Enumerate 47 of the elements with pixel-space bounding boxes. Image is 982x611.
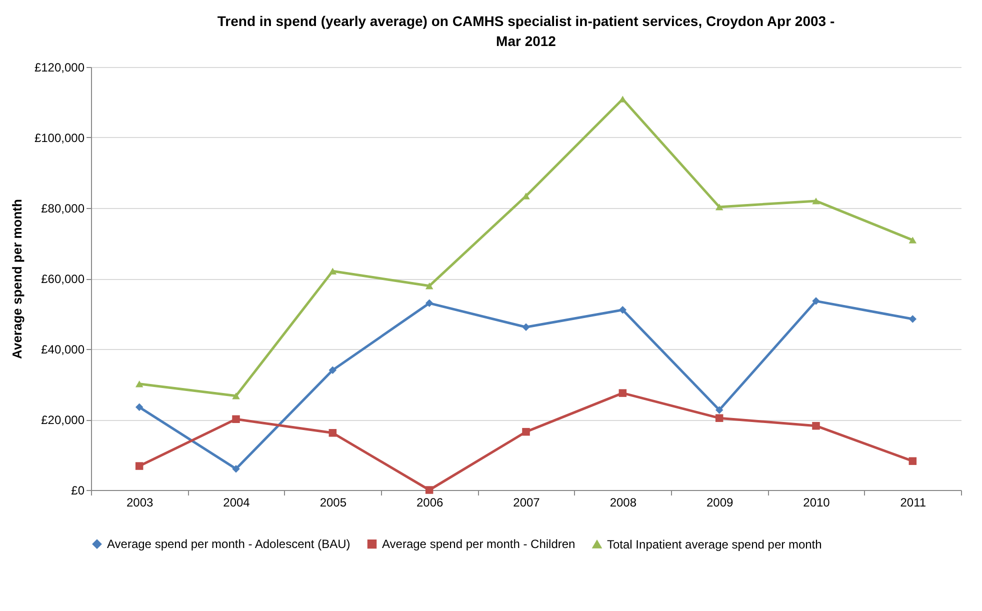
y-tick-label: £0 [71,484,85,498]
point [908,315,917,323]
chart-title: Trend in spend (yearly average) on CAMHS specialist in-patient services, Croydon Apr 2003 - Mar 2012 [217,13,835,49]
point [618,96,627,102]
y-tick-label: £60,000 [41,272,85,286]
point [812,422,820,430]
point [812,198,820,204]
point [328,429,337,437]
point [328,366,337,374]
point [135,380,144,388]
point [715,414,724,422]
point [618,389,627,397]
point [425,299,434,308]
y-axis-title: Average spend per month [9,199,24,359]
point [618,306,627,314]
point [715,204,724,210]
point [328,268,337,274]
point [135,462,144,470]
x-tick-label: 2008 [610,496,637,510]
y-tick-label: £20,000 [41,413,85,427]
y-tick-label: £40,000 [41,342,85,356]
point [522,428,530,436]
point [232,464,240,473]
y-tick-label: £120,000 [34,60,85,74]
y-tick-label: £100,000 [34,131,85,145]
point [232,415,240,424]
x-tick-label: 2006 [416,496,444,510]
point [425,486,434,494]
point [425,282,434,290]
x-tick-label: 2003 [126,496,154,510]
point [908,457,917,465]
legend-label: Average spend per month - Children [382,537,576,552]
point [135,403,144,412]
point [715,406,724,414]
point [522,323,530,332]
legend-label: Total Inpatient average spend per month [607,537,822,552]
x-tick-label: 2005 [320,496,347,510]
legend-label: Average spend per month - Adolescent (BAU) [107,537,350,552]
x-tick-label: 2010 [803,496,830,510]
point [812,297,820,305]
y-tick-label: £80,000 [41,202,85,216]
x-tick-label: 2004 [223,496,250,510]
point [232,392,240,400]
x-tick-label: 2011 [900,496,926,510]
point [908,236,917,244]
x-tick-label: 2007 [513,496,540,510]
x-tick-label: 2009 [706,496,734,510]
